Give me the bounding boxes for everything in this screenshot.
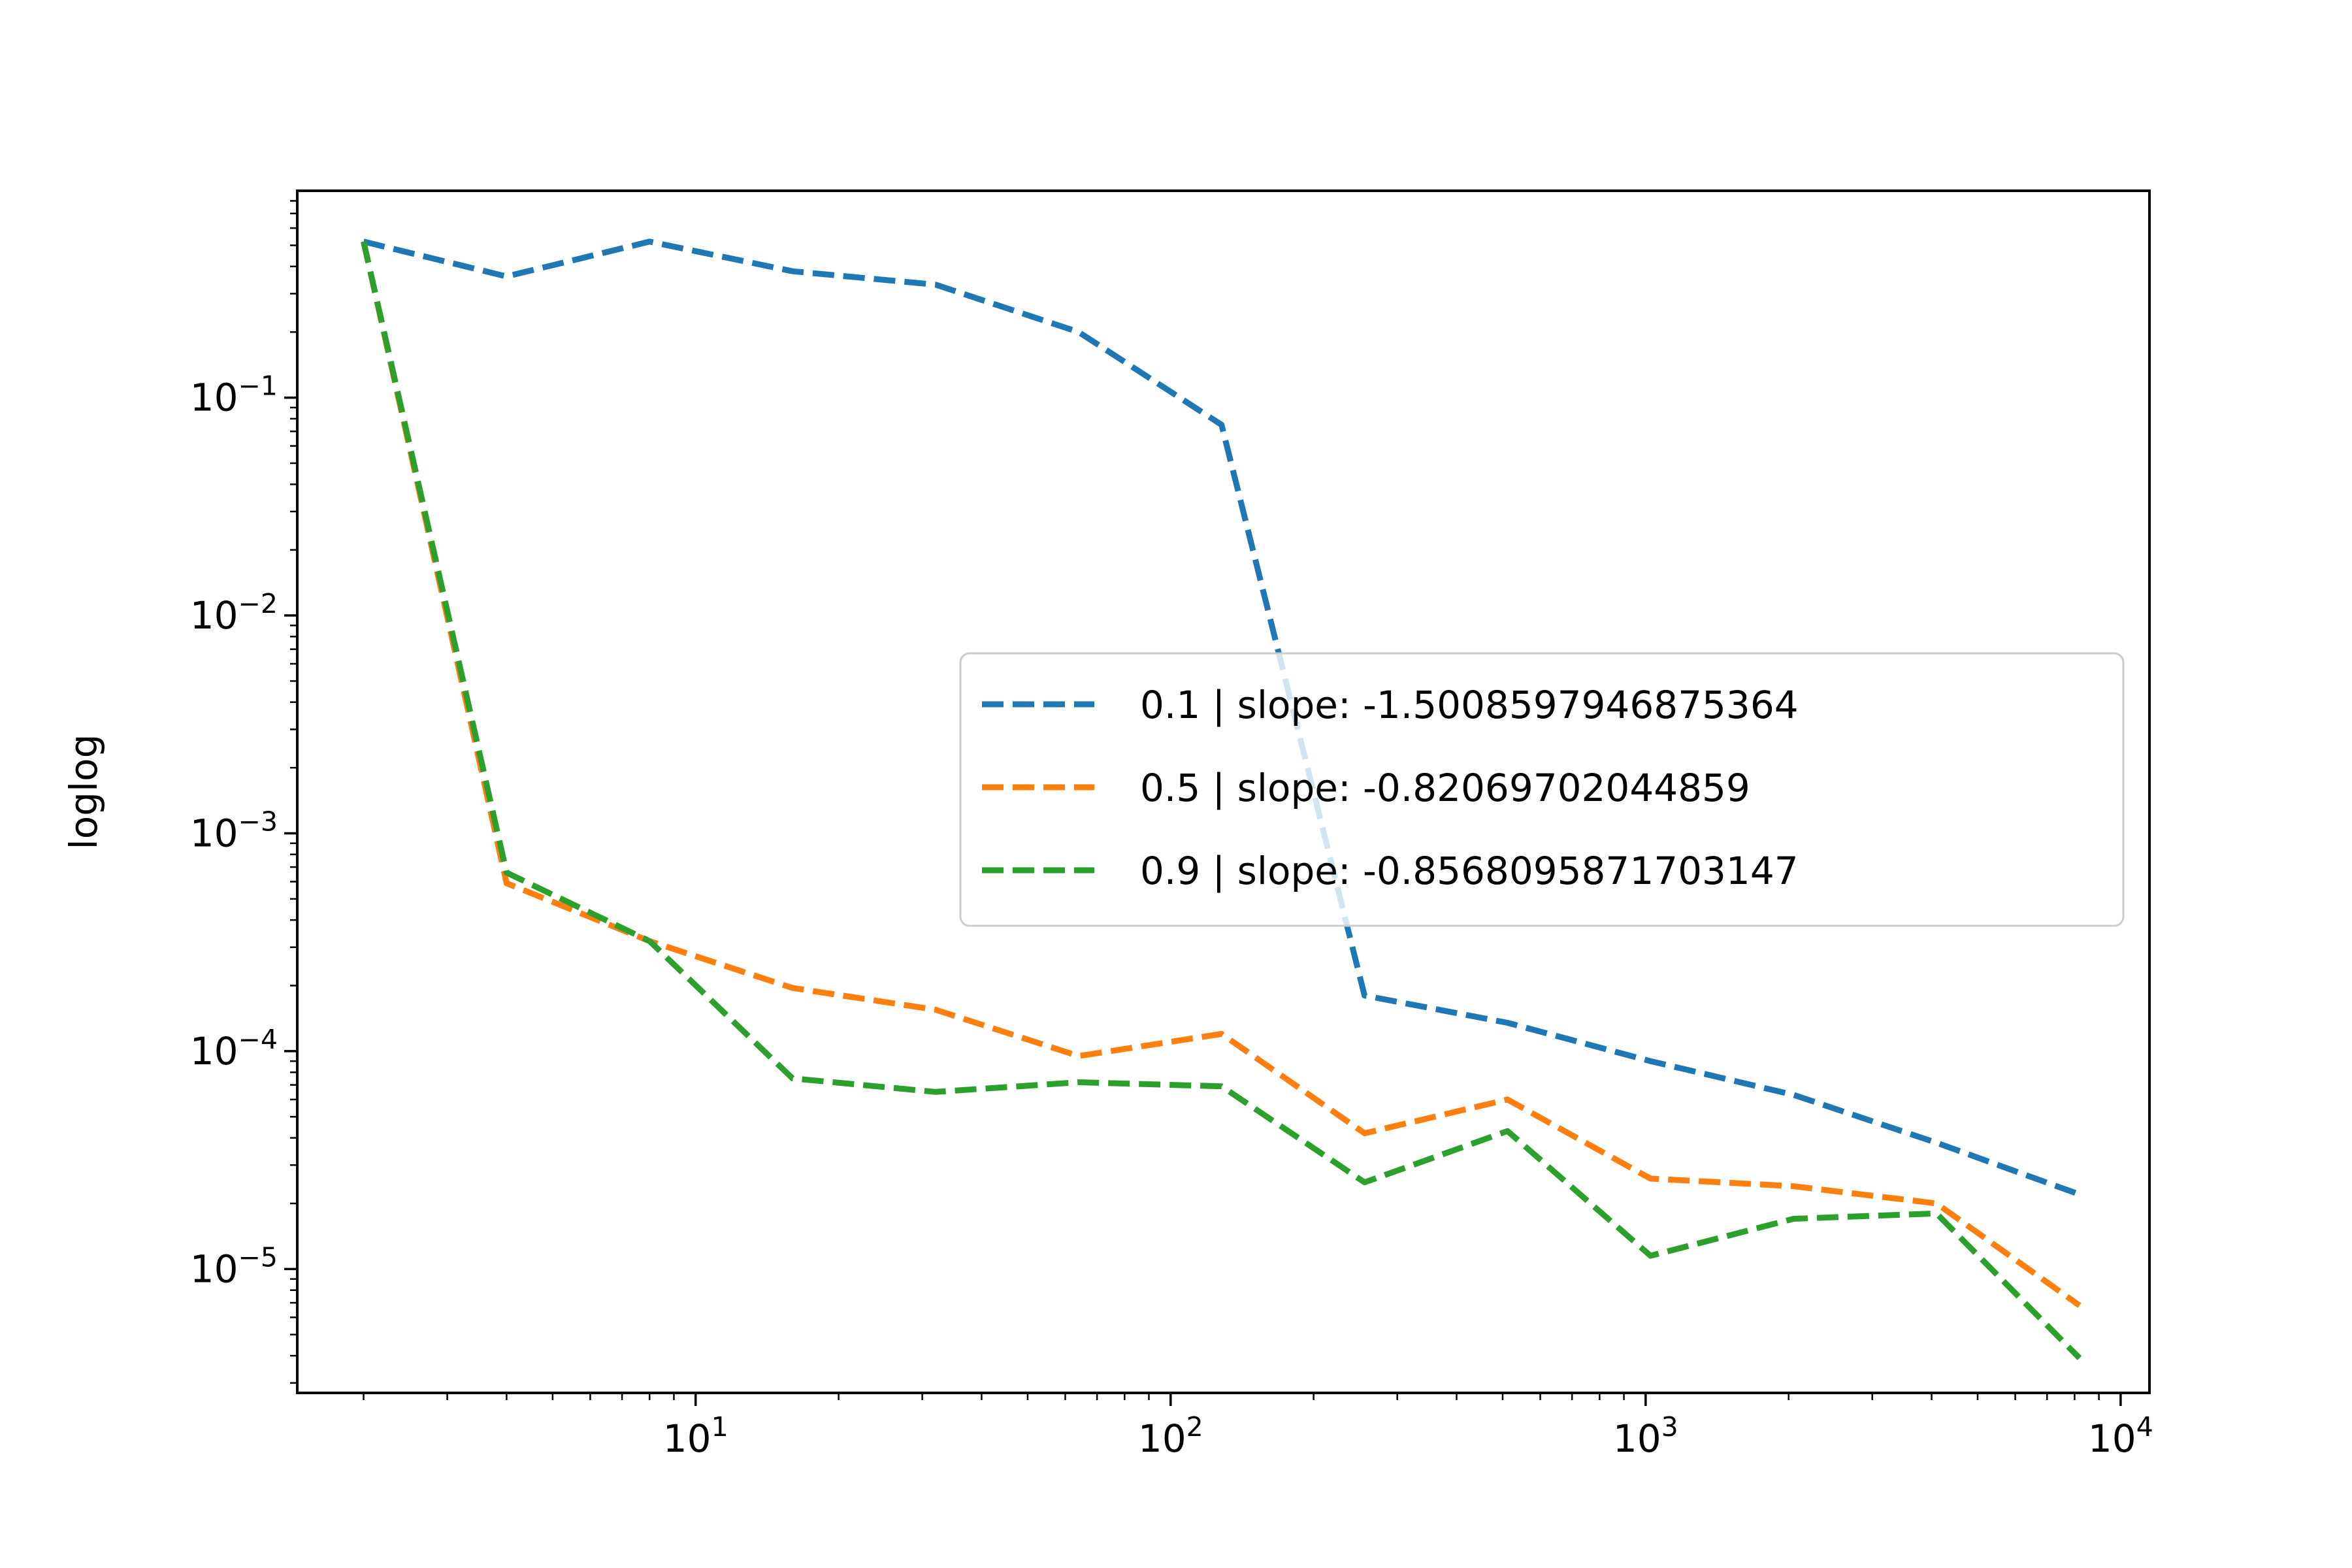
y-tick-label: 10−4	[190, 1024, 278, 1073]
axes-frame	[296, 189, 2151, 1394]
y-tick-label: 10−1	[190, 370, 278, 420]
legend-label: 0.5 | slope: -0.82069702044859	[1140, 766, 1750, 810]
x-tick-label: 101	[663, 1411, 728, 1461]
x-tick-label: 104	[2088, 1411, 2153, 1461]
legend-label: 0.9 | slope: -0.8568095871703147	[1140, 849, 1799, 893]
y-axis-ticks: 10−1 10−2 10−3 10−4 10−5	[190, 200, 297, 1384]
x-tick-label: 103	[1613, 1411, 1678, 1461]
legend: 0.1 | slope: -1.5008597946875364 0.5 | sl…	[959, 652, 2125, 927]
y-tick-label: 10−5	[190, 1241, 278, 1291]
series-line-0	[363, 238, 2081, 1198]
series-line-2	[361, 240, 2082, 1360]
y-tick-label: 10−3	[190, 806, 278, 855]
x-tick-label: 102	[1138, 1411, 1203, 1461]
series-layer	[361, 238, 2082, 1360]
legend-box	[959, 652, 2125, 927]
y-tick-label: 10−2	[190, 588, 278, 638]
legend-label: 0.1 | slope: -1.5008597946875364	[1140, 683, 1799, 727]
x-axis-ticks: 101 102 103 104	[363, 1393, 2153, 1461]
y-axis-label: loglog	[61, 734, 106, 850]
